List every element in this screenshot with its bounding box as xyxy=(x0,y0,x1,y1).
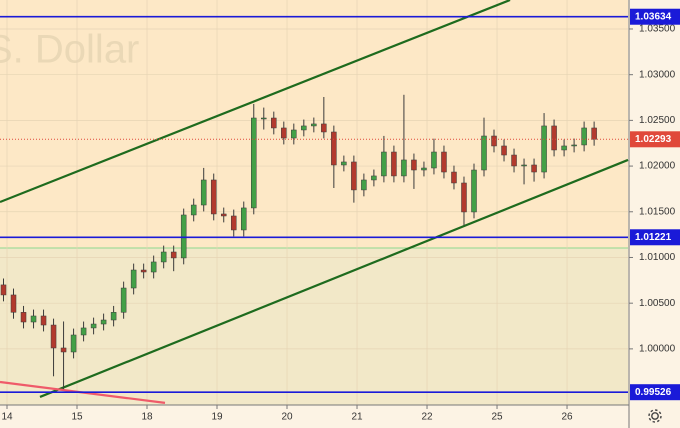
candle-body xyxy=(411,159,417,171)
candle-body xyxy=(541,125,547,173)
candle-body xyxy=(501,145,507,156)
candle-body xyxy=(160,251,167,263)
trendline xyxy=(0,0,511,204)
candle-body xyxy=(381,151,387,177)
lower-zone xyxy=(0,247,628,405)
candle-body xyxy=(140,269,147,273)
candle-body xyxy=(50,324,57,349)
candle-body xyxy=(561,145,567,151)
candle-body xyxy=(220,213,227,217)
candle-body xyxy=(461,182,467,213)
candle-body xyxy=(371,175,377,181)
candle-body xyxy=(241,207,247,231)
y-tick-label: 1.03000 xyxy=(639,69,676,80)
level-label: 0.99526 xyxy=(635,387,672,398)
price-axis-bg xyxy=(629,0,680,428)
candle-body xyxy=(60,347,67,353)
candle-body xyxy=(261,117,267,120)
candle-body xyxy=(311,123,317,127)
y-tick-label: 1.01500 xyxy=(639,206,676,217)
candle-body xyxy=(180,214,187,259)
level-label-box xyxy=(630,229,680,246)
level-label-box xyxy=(630,131,680,148)
candle-body xyxy=(421,167,427,171)
level-label-box xyxy=(630,384,680,401)
candle-body xyxy=(251,117,257,209)
candle-body xyxy=(130,269,137,289)
candle-body xyxy=(451,171,457,184)
level-label: 1.02293 xyxy=(635,134,672,145)
candle-body xyxy=(591,127,597,140)
candle-body xyxy=(351,161,357,191)
candle-body xyxy=(531,164,537,173)
candle-body xyxy=(391,151,397,177)
candle-body xyxy=(230,215,237,231)
candle-body xyxy=(361,179,367,191)
candle-body xyxy=(30,315,37,323)
x-tick-label: 25 xyxy=(491,412,503,423)
plot-area: S. Dollar xyxy=(0,0,629,405)
candle-body xyxy=(120,287,127,313)
candle-body xyxy=(301,125,307,131)
candle-body xyxy=(401,159,407,177)
candle-body xyxy=(40,315,47,326)
candle-body xyxy=(521,164,527,167)
trendline xyxy=(39,158,629,398)
candle-body xyxy=(551,125,557,151)
candle-body xyxy=(190,204,197,216)
candle-body xyxy=(511,154,517,167)
candle-body xyxy=(321,123,327,133)
candle-body xyxy=(571,144,577,147)
settings-icon[interactable] xyxy=(648,409,662,423)
candle-body xyxy=(491,135,497,147)
candle-body xyxy=(271,117,277,129)
level-label-box xyxy=(630,8,680,25)
y-tick-label: 1.03500 xyxy=(639,24,676,35)
candle-body xyxy=(341,161,347,166)
candle-body xyxy=(210,179,217,215)
candle-body xyxy=(471,169,477,213)
candle-body xyxy=(291,129,297,139)
candle-body xyxy=(20,312,27,323)
candle-body xyxy=(0,284,7,296)
candle-body xyxy=(481,135,487,171)
candle-body xyxy=(110,312,117,321)
x-tick-label: 20 xyxy=(281,412,293,423)
candle-body xyxy=(200,179,207,206)
y-tick-label: 1.01000 xyxy=(639,252,676,263)
candle-body xyxy=(581,127,587,146)
candle-body xyxy=(331,131,337,166)
x-tick-label: 18 xyxy=(141,412,153,423)
candle-body xyxy=(90,323,97,329)
x-tick-label: 21 xyxy=(351,412,363,423)
x-tick-label: 19 xyxy=(211,412,223,423)
candle-body xyxy=(100,319,107,325)
y-tick-label: 1.00000 xyxy=(639,344,676,355)
level-label: 1.03634 xyxy=(635,11,672,22)
x-tick-label: 22 xyxy=(421,412,433,423)
candle-body xyxy=(80,327,87,336)
x-tick-label: 26 xyxy=(561,412,573,423)
x-tick-label: 15 xyxy=(71,412,83,423)
candle-body xyxy=(150,261,157,273)
candle-body xyxy=(431,151,437,169)
candle-body xyxy=(70,334,77,353)
watermark: S. Dollar xyxy=(0,28,139,72)
y-tick-label: 1.02500 xyxy=(639,115,676,126)
y-tick-label: 1.02000 xyxy=(639,161,676,172)
y-tick-label: 1.00500 xyxy=(639,298,676,309)
candle-body xyxy=(441,151,447,173)
candle-body xyxy=(170,251,177,259)
time-axis-bg xyxy=(0,405,680,428)
x-tick-label: 14 xyxy=(1,412,13,423)
level-label: 1.01221 xyxy=(635,232,672,243)
candle-body xyxy=(10,294,17,313)
candle-body xyxy=(281,127,287,139)
